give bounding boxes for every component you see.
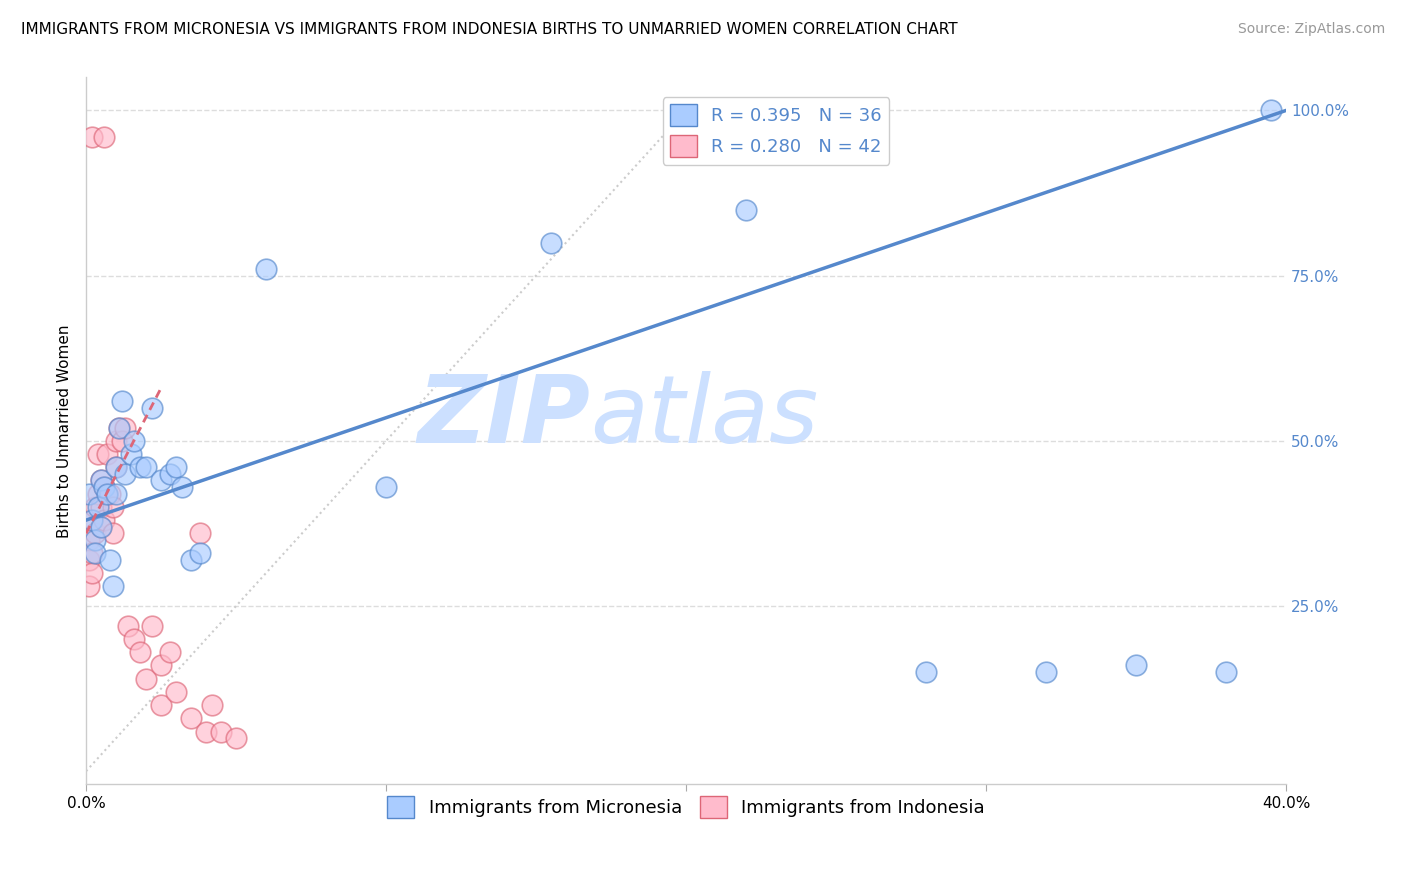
Point bbox=[122, 632, 145, 646]
Point bbox=[108, 420, 131, 434]
Point bbox=[165, 460, 187, 475]
Point bbox=[135, 460, 157, 475]
Point bbox=[84, 533, 107, 547]
Point bbox=[96, 486, 118, 500]
Point bbox=[114, 420, 136, 434]
Y-axis label: Births to Unmarried Women: Births to Unmarried Women bbox=[58, 324, 72, 538]
Point bbox=[77, 486, 100, 500]
Point bbox=[225, 731, 247, 746]
Point bbox=[254, 262, 277, 277]
Point bbox=[915, 665, 938, 679]
Point bbox=[180, 553, 202, 567]
Point bbox=[87, 500, 110, 514]
Point bbox=[195, 724, 218, 739]
Point bbox=[77, 579, 100, 593]
Point bbox=[375, 480, 398, 494]
Text: atlas: atlas bbox=[591, 371, 818, 462]
Point bbox=[1125, 658, 1147, 673]
Point bbox=[98, 553, 121, 567]
Point bbox=[129, 460, 152, 475]
Point bbox=[90, 474, 112, 488]
Point bbox=[141, 401, 163, 415]
Point bbox=[159, 467, 181, 481]
Point bbox=[77, 553, 100, 567]
Point bbox=[114, 467, 136, 481]
Point bbox=[1215, 665, 1237, 679]
Point bbox=[90, 474, 112, 488]
Point bbox=[101, 500, 124, 514]
Point bbox=[90, 500, 112, 514]
Point bbox=[84, 500, 107, 514]
Point bbox=[98, 486, 121, 500]
Point bbox=[122, 434, 145, 448]
Point bbox=[188, 546, 211, 560]
Point bbox=[84, 546, 107, 560]
Point bbox=[93, 513, 115, 527]
Point bbox=[188, 526, 211, 541]
Point bbox=[141, 619, 163, 633]
Point bbox=[108, 420, 131, 434]
Legend: Immigrants from Micronesia, Immigrants from Indonesia: Immigrants from Micronesia, Immigrants f… bbox=[380, 789, 993, 825]
Point bbox=[1260, 103, 1282, 118]
Point bbox=[101, 579, 124, 593]
Point bbox=[111, 394, 134, 409]
Point bbox=[93, 129, 115, 144]
Point bbox=[150, 474, 173, 488]
Point bbox=[150, 658, 173, 673]
Point bbox=[93, 480, 115, 494]
Point bbox=[93, 480, 115, 494]
Point bbox=[105, 434, 128, 448]
Point bbox=[165, 685, 187, 699]
Point bbox=[111, 434, 134, 448]
Point bbox=[540, 235, 562, 250]
Point bbox=[735, 202, 758, 217]
Point bbox=[101, 526, 124, 541]
Point bbox=[90, 520, 112, 534]
Point bbox=[80, 129, 103, 144]
Point bbox=[105, 486, 128, 500]
Point bbox=[150, 698, 173, 713]
Point bbox=[159, 645, 181, 659]
Point bbox=[87, 486, 110, 500]
Point bbox=[105, 460, 128, 475]
Text: ZIP: ZIP bbox=[418, 371, 591, 463]
Point bbox=[105, 460, 128, 475]
Point bbox=[209, 724, 232, 739]
Point bbox=[129, 645, 152, 659]
Point bbox=[96, 447, 118, 461]
Point bbox=[80, 566, 103, 580]
Point bbox=[96, 486, 118, 500]
Point bbox=[120, 447, 142, 461]
Point bbox=[180, 711, 202, 725]
Point bbox=[1035, 665, 1057, 679]
Point bbox=[135, 672, 157, 686]
Point bbox=[80, 513, 103, 527]
Point bbox=[87, 447, 110, 461]
Point bbox=[90, 520, 112, 534]
Text: Source: ZipAtlas.com: Source: ZipAtlas.com bbox=[1237, 22, 1385, 37]
Point bbox=[80, 546, 103, 560]
Point bbox=[201, 698, 224, 713]
Text: IMMIGRANTS FROM MICRONESIA VS IMMIGRANTS FROM INDONESIA BIRTHS TO UNMARRIED WOME: IMMIGRANTS FROM MICRONESIA VS IMMIGRANTS… bbox=[21, 22, 957, 37]
Point bbox=[117, 619, 139, 633]
Point bbox=[170, 480, 193, 494]
Point bbox=[77, 533, 100, 547]
Point bbox=[80, 513, 103, 527]
Point bbox=[84, 526, 107, 541]
